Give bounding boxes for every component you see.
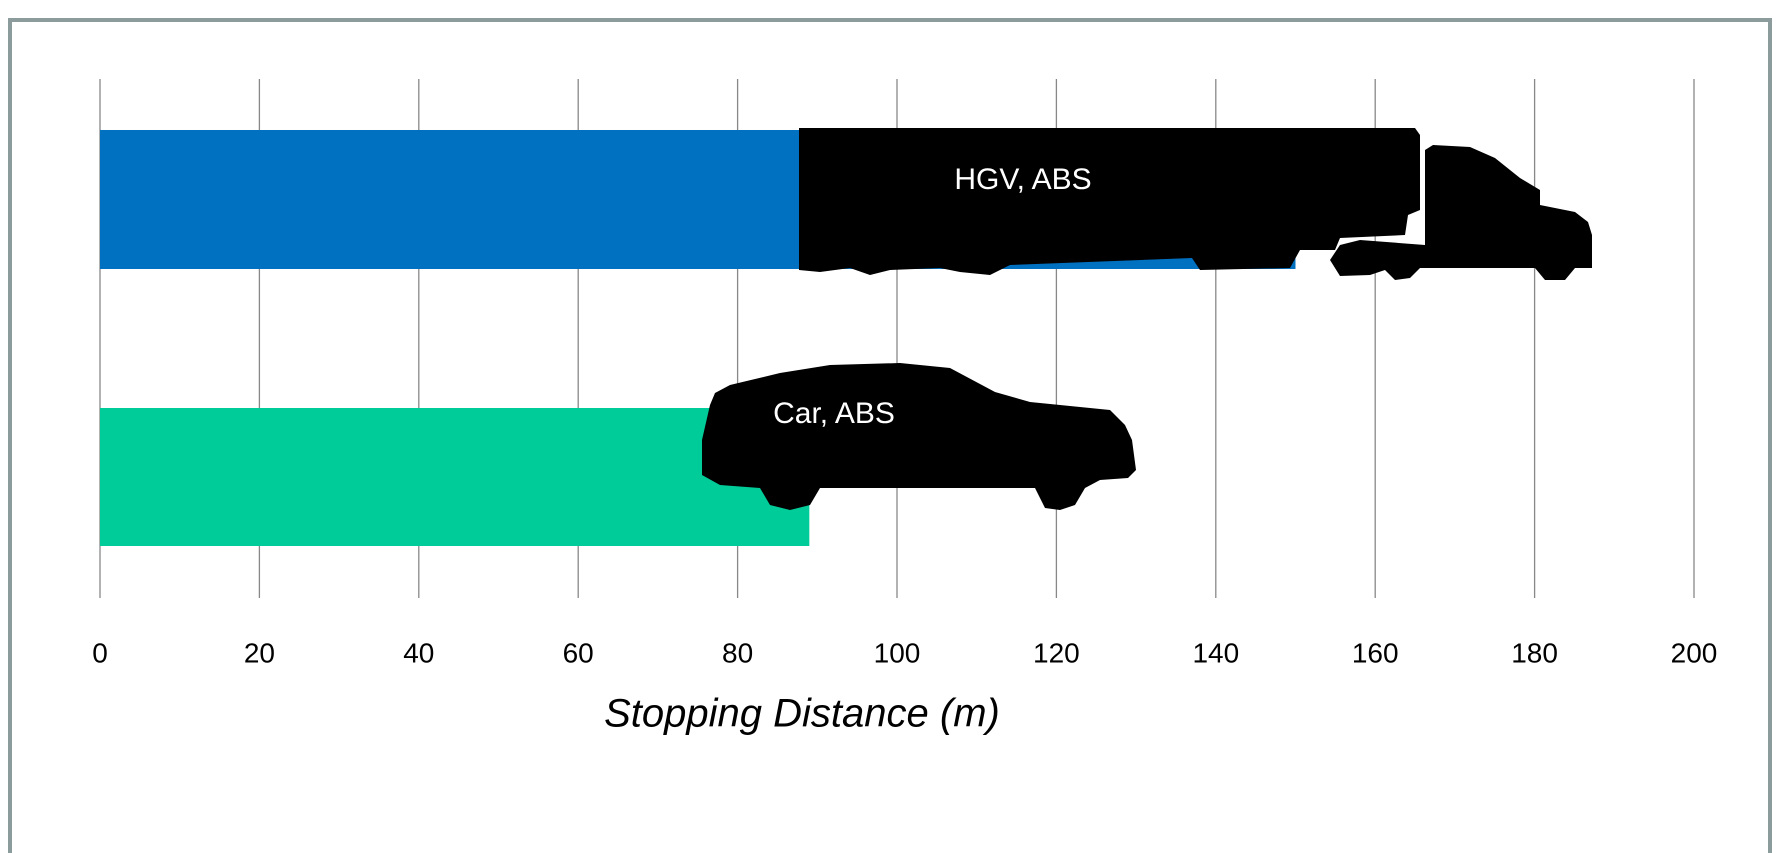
chart: HGV, ABS Car, ABS Stopping Distance (m) … — [0, 0, 1777, 853]
x-tick-label: 80 — [722, 637, 753, 668]
x-tick-label: 160 — [1352, 637, 1399, 668]
x-tick-label: 40 — [403, 637, 434, 668]
x-tick-label: 0 — [92, 637, 108, 668]
x-tick-label: 180 — [1511, 637, 1558, 668]
x-tick-label: 120 — [1033, 637, 1080, 668]
x-tick-label: 140 — [1192, 637, 1239, 668]
x-tick-label: 60 — [563, 637, 594, 668]
car-icon — [702, 363, 1136, 510]
bar — [100, 408, 809, 546]
vehicle-icons — [702, 128, 1592, 510]
category-label: Car, ABS — [773, 397, 895, 430]
x-tick-label: 20 — [244, 637, 275, 668]
x-tick-label: 100 — [874, 637, 921, 668]
x-tick-label: 200 — [1671, 637, 1718, 668]
x-axis-title: Stopping Distance (m) — [604, 692, 1000, 736]
category-label: HGV, ABS — [954, 163, 1091, 196]
page: {"chart_data": {"type": "bar", "orientat… — [0, 0, 1777, 853]
truck-icon — [799, 128, 1592, 280]
